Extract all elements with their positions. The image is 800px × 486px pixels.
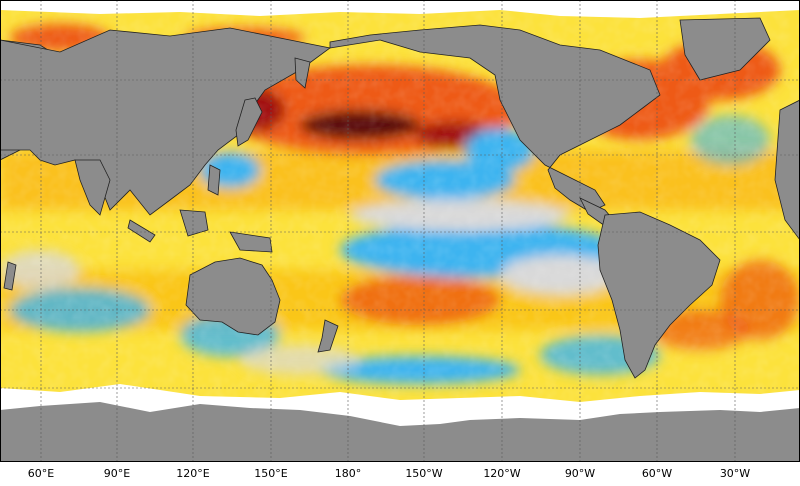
graticule — [0, 0, 800, 462]
tick-label-60e: 60°E — [27, 467, 55, 480]
land-eurasia — [0, 27, 331, 216]
tick-label-90e: 90°E — [103, 467, 131, 480]
land-madagascar — [3, 261, 17, 291]
land-north-america — [329, 24, 661, 213]
continents — [0, 17, 800, 379]
land-new-guinea — [229, 231, 273, 253]
land-australia — [185, 257, 281, 336]
land-greenland — [679, 17, 771, 81]
tick-label-180: 180° — [334, 467, 362, 480]
longitude-axis: 60°E 90°E 120°E 150°E 180° 150°W 120°W 9… — [0, 462, 800, 486]
antarctica-land — [0, 402, 800, 462]
sst-anomaly-map — [0, 0, 800, 462]
tick-label-30w: 30°W — [719, 467, 751, 480]
tick-label-120w: 120°W — [483, 467, 521, 480]
land-new-zealand — [317, 319, 339, 353]
land-borneo — [179, 209, 209, 237]
arctic-ice — [0, 0, 800, 18]
land-japan — [235, 97, 263, 147]
land-south-america — [597, 211, 721, 379]
land-kamchatka — [294, 57, 311, 89]
land-sumatra — [127, 219, 156, 243]
tick-label-150w: 150°W — [405, 467, 443, 480]
tick-label-120e: 120°E — [176, 467, 210, 480]
tick-label-90w: 90°W — [564, 467, 596, 480]
land-india — [74, 159, 111, 216]
tick-label-60w: 60°W — [641, 467, 673, 480]
land-iberia-africa-edge — [774, 99, 800, 241]
tick-label-150e: 150°E — [254, 467, 288, 480]
land-philippines — [207, 164, 221, 196]
map-canvas — [0, 0, 800, 462]
